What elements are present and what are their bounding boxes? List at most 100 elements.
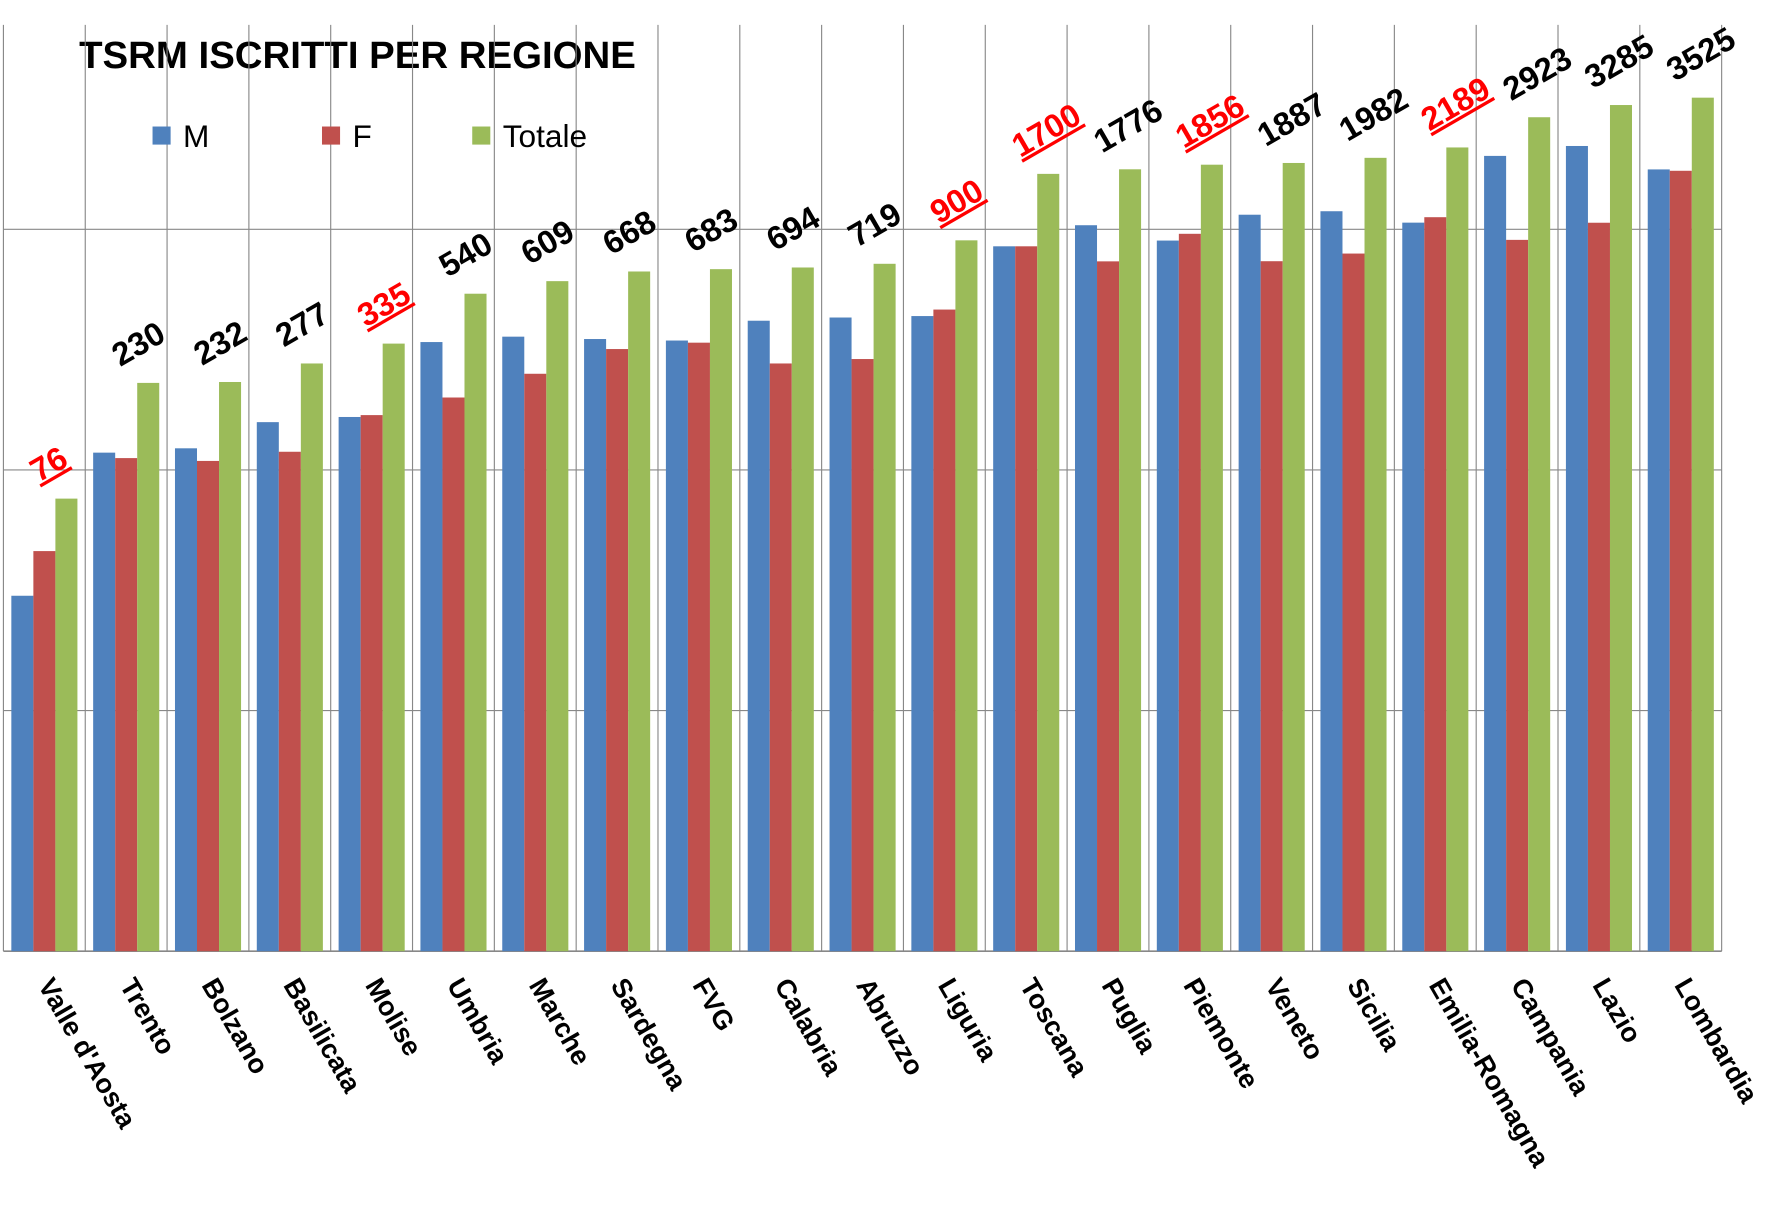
bar — [360, 415, 383, 952]
value-label: 230 — [105, 314, 171, 373]
value-label: 683 — [678, 200, 744, 259]
value-label: 1887 — [1251, 85, 1333, 153]
legend-label: Totale — [503, 118, 587, 154]
bar — [1342, 253, 1365, 952]
bar — [955, 240, 978, 952]
value-label: 2923 — [1496, 39, 1578, 107]
bar — [502, 336, 525, 952]
bar — [1484, 155, 1507, 952]
value-label: 609 — [514, 212, 580, 271]
value-label: 1776 — [1087, 91, 1169, 159]
value-label: 1700 — [1005, 96, 1087, 164]
bar — [628, 271, 651, 952]
value-label: 277 — [269, 294, 335, 353]
bar — [769, 363, 792, 952]
x-tick-label: Liguria — [932, 973, 1004, 1068]
bar — [829, 317, 852, 952]
bar — [33, 551, 56, 952]
value-label: 900 — [923, 171, 989, 230]
bar — [687, 342, 710, 952]
bar — [382, 343, 405, 952]
value-label: 1982 — [1333, 80, 1415, 148]
x-tick-label: Piemonte — [1178, 973, 1266, 1094]
bar — [1424, 217, 1447, 952]
x-tick-label: Puglia — [1096, 973, 1164, 1060]
bar — [1565, 145, 1588, 952]
bar — [1097, 261, 1120, 952]
bar — [933, 309, 956, 952]
x-tick-label: Abruzzo — [850, 973, 930, 1081]
x-tick-label: Veneto — [1259, 973, 1330, 1065]
x-tick-label: Sicilia — [1341, 973, 1407, 1057]
bar — [911, 316, 934, 952]
bar — [115, 458, 138, 952]
bar — [606, 349, 629, 952]
value-label: 694 — [760, 198, 827, 258]
bar — [1364, 157, 1387, 952]
x-tick-label: Sardegna — [605, 973, 694, 1096]
x-tick-label: Umbria — [441, 973, 515, 1070]
bar — [1282, 162, 1305, 952]
bar — [1156, 240, 1179, 952]
value-label: 719 — [842, 195, 908, 254]
bar — [791, 267, 814, 952]
bar — [1119, 169, 1142, 952]
bar — [665, 340, 688, 952]
bar — [993, 246, 1016, 952]
bar — [55, 498, 78, 952]
bar — [1691, 97, 1714, 952]
bar — [524, 373, 547, 952]
value-label: 232 — [187, 313, 253, 372]
value-label: 3285 — [1578, 27, 1660, 95]
bar — [442, 397, 465, 952]
x-tick-label: FVG — [687, 973, 742, 1037]
x-tick-label: Marche — [523, 973, 597, 1071]
bar — [584, 339, 607, 952]
bar — [1200, 164, 1223, 952]
bar — [1506, 239, 1529, 952]
bar — [256, 422, 279, 952]
x-tick-label: Toscana — [1014, 973, 1095, 1083]
bar — [219, 381, 242, 952]
x-tick-label: Calabria — [769, 973, 850, 1082]
bar — [464, 293, 487, 952]
x-tick-label: Molise — [359, 973, 428, 1062]
bar — [1647, 169, 1670, 952]
bar — [1609, 105, 1632, 952]
bar — [1446, 147, 1469, 952]
x-tick-label: Lazio — [1587, 973, 1648, 1049]
x-tick-label: Campania — [1505, 973, 1597, 1102]
bar — [1015, 246, 1038, 952]
bar — [338, 416, 361, 952]
value-label: 2189 — [1414, 69, 1496, 137]
bar — [709, 269, 732, 952]
bar — [1587, 222, 1610, 952]
bar — [11, 595, 34, 952]
value-label: 1856 — [1169, 86, 1251, 154]
bar — [1178, 233, 1201, 952]
bar — [1074, 225, 1098, 952]
bar — [93, 452, 116, 952]
bar — [1320, 211, 1343, 952]
legend-swatch — [152, 126, 171, 145]
bar — [174, 448, 198, 952]
bar — [420, 342, 443, 952]
value-label: 76 — [23, 439, 73, 489]
bar — [197, 460, 220, 952]
bar — [1402, 222, 1425, 952]
x-tick-label: Bolzano — [196, 973, 276, 1080]
bar — [1528, 117, 1551, 952]
x-tick-label: Trento — [114, 973, 182, 1060]
legend-swatch — [321, 126, 341, 145]
bar — [1037, 173, 1060, 952]
bar — [278, 451, 301, 952]
bar — [546, 281, 569, 952]
bar — [1260, 261, 1283, 952]
value-label: 3525 — [1660, 19, 1742, 87]
value-label: 668 — [596, 202, 662, 261]
bar — [873, 263, 896, 952]
bar — [851, 359, 874, 952]
chart-title: TSRM ISCRITTI PER REGIONE — [79, 34, 636, 77]
legend-label: M — [183, 118, 209, 154]
